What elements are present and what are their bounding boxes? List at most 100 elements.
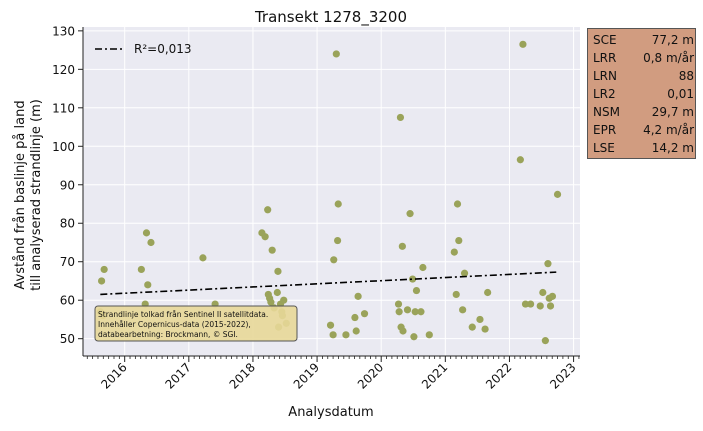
data-point xyxy=(332,50,340,58)
y-tick-label: 90 xyxy=(60,178,75,192)
x-tick-label: 2017 xyxy=(162,360,193,391)
y-tick-label: 130 xyxy=(52,24,75,38)
data-point xyxy=(342,331,350,339)
data-point xyxy=(476,315,484,324)
data-point xyxy=(452,290,460,299)
data-point xyxy=(481,325,489,333)
y-tick-label: 50 xyxy=(60,332,75,346)
data-point xyxy=(360,310,369,318)
y-axis-label: Avstånd från baslinje på land till analy… xyxy=(13,99,44,291)
y-axis-label-line-2: till analyserad strandlinje (m) xyxy=(29,99,44,291)
data-point xyxy=(329,331,337,339)
data-point xyxy=(352,327,360,335)
data-point xyxy=(536,302,544,310)
stat-value: 29,7 m xyxy=(651,105,694,119)
data-point xyxy=(137,265,145,274)
x-tick-label: 2020 xyxy=(355,360,386,391)
data-point xyxy=(410,333,418,341)
data-point xyxy=(521,300,530,308)
data-point xyxy=(274,267,282,275)
y-tick-label: 80 xyxy=(60,217,75,231)
data-point xyxy=(273,288,281,297)
data-point xyxy=(412,286,421,295)
data-source-note: Strandlinje tolkad från Sentinel II sate… xyxy=(94,305,298,342)
stat-key: LRR xyxy=(593,51,617,65)
y-axis-label-line-1: Avstånd från baslinje på land xyxy=(13,100,28,289)
stat-row-lse: LSE 14,2 m xyxy=(593,140,696,157)
stat-key: LSE xyxy=(593,141,615,155)
y-tick-label: 110 xyxy=(52,101,75,115)
data-point xyxy=(544,260,552,268)
legend: R²=0,013 xyxy=(95,42,192,56)
stat-value: 88 xyxy=(678,69,694,83)
data-point xyxy=(548,292,557,300)
data-point xyxy=(411,308,419,316)
note-line-3: databearbetning: Brockmann, © SGI. xyxy=(98,330,238,339)
y-tick-label: 120 xyxy=(52,63,75,77)
data-point xyxy=(450,248,458,256)
data-point xyxy=(399,327,407,335)
data-point xyxy=(144,281,152,289)
note-line-1: Strandlinje tolkad från Sentinel II sate… xyxy=(98,310,268,319)
data-point xyxy=(541,337,549,345)
stat-key: SCE xyxy=(593,33,617,47)
stat-value: 14,2 m xyxy=(651,141,694,155)
data-point xyxy=(280,296,288,304)
x-tick-label: 2016 xyxy=(98,360,129,391)
note-line-2: Innehåller Copernicus-data (2015-2022), xyxy=(98,320,251,329)
data-point xyxy=(326,321,335,329)
stat-key: NSM xyxy=(593,105,620,119)
x-tick-label: 2021 xyxy=(419,360,450,391)
stat-row-nsm: NSM 29,7 m xyxy=(593,104,696,121)
data-point xyxy=(333,236,342,245)
data-point xyxy=(539,288,547,297)
stat-key: LRN xyxy=(593,69,617,83)
stat-key: LR2 xyxy=(593,87,616,101)
data-point xyxy=(398,242,406,250)
stat-value: 4,2 m/år xyxy=(643,123,694,137)
data-point xyxy=(264,206,272,214)
trend-line xyxy=(100,271,557,296)
statistics-box: SCE 77,2 m LRR 0,8 m/år LRN 88 LR2 0,01 NSM 29,7 … xyxy=(587,28,696,159)
data-point xyxy=(460,269,469,277)
stat-value: 77,2 m xyxy=(651,33,694,47)
data-point xyxy=(354,292,362,300)
data-point xyxy=(417,308,425,316)
y-tick-label: 70 xyxy=(60,255,75,269)
data-point xyxy=(546,302,555,310)
note-box xyxy=(94,305,298,342)
data-point xyxy=(553,190,562,198)
stat-row-lrr: LRR 0,8 m/år xyxy=(593,50,696,67)
stat-value: 0,01 xyxy=(667,87,694,101)
chart-title: Transekt 1278_3200 xyxy=(254,8,407,27)
stat-row-sce: SCE 77,2 m xyxy=(593,32,696,49)
stat-row-lr2: LR2 0,01 xyxy=(593,86,696,103)
data-point xyxy=(261,233,269,241)
data-point xyxy=(100,265,108,274)
data-point xyxy=(409,275,417,283)
data-point xyxy=(394,300,403,308)
data-point xyxy=(455,236,463,245)
stat-row-lrn: LRN 88 xyxy=(593,68,696,85)
data-point xyxy=(516,156,524,164)
data-point xyxy=(453,200,462,208)
data-point xyxy=(403,306,412,314)
x-tick-label: 2019 xyxy=(291,360,322,391)
data-point xyxy=(395,308,403,316)
data-point xyxy=(268,246,276,254)
data-point xyxy=(330,256,338,264)
data-points xyxy=(96,40,562,345)
data-point xyxy=(267,298,275,306)
y-tick-label: 60 xyxy=(60,294,75,308)
plot-area xyxy=(83,27,580,356)
data-point xyxy=(468,323,476,331)
data-point xyxy=(396,113,405,122)
data-point xyxy=(351,313,359,322)
data-point xyxy=(334,200,342,208)
data-point xyxy=(419,263,427,272)
data-point xyxy=(406,210,414,218)
x-tick-label: 2023 xyxy=(547,360,578,391)
data-point xyxy=(147,238,155,247)
stat-key: EPR xyxy=(593,123,617,137)
